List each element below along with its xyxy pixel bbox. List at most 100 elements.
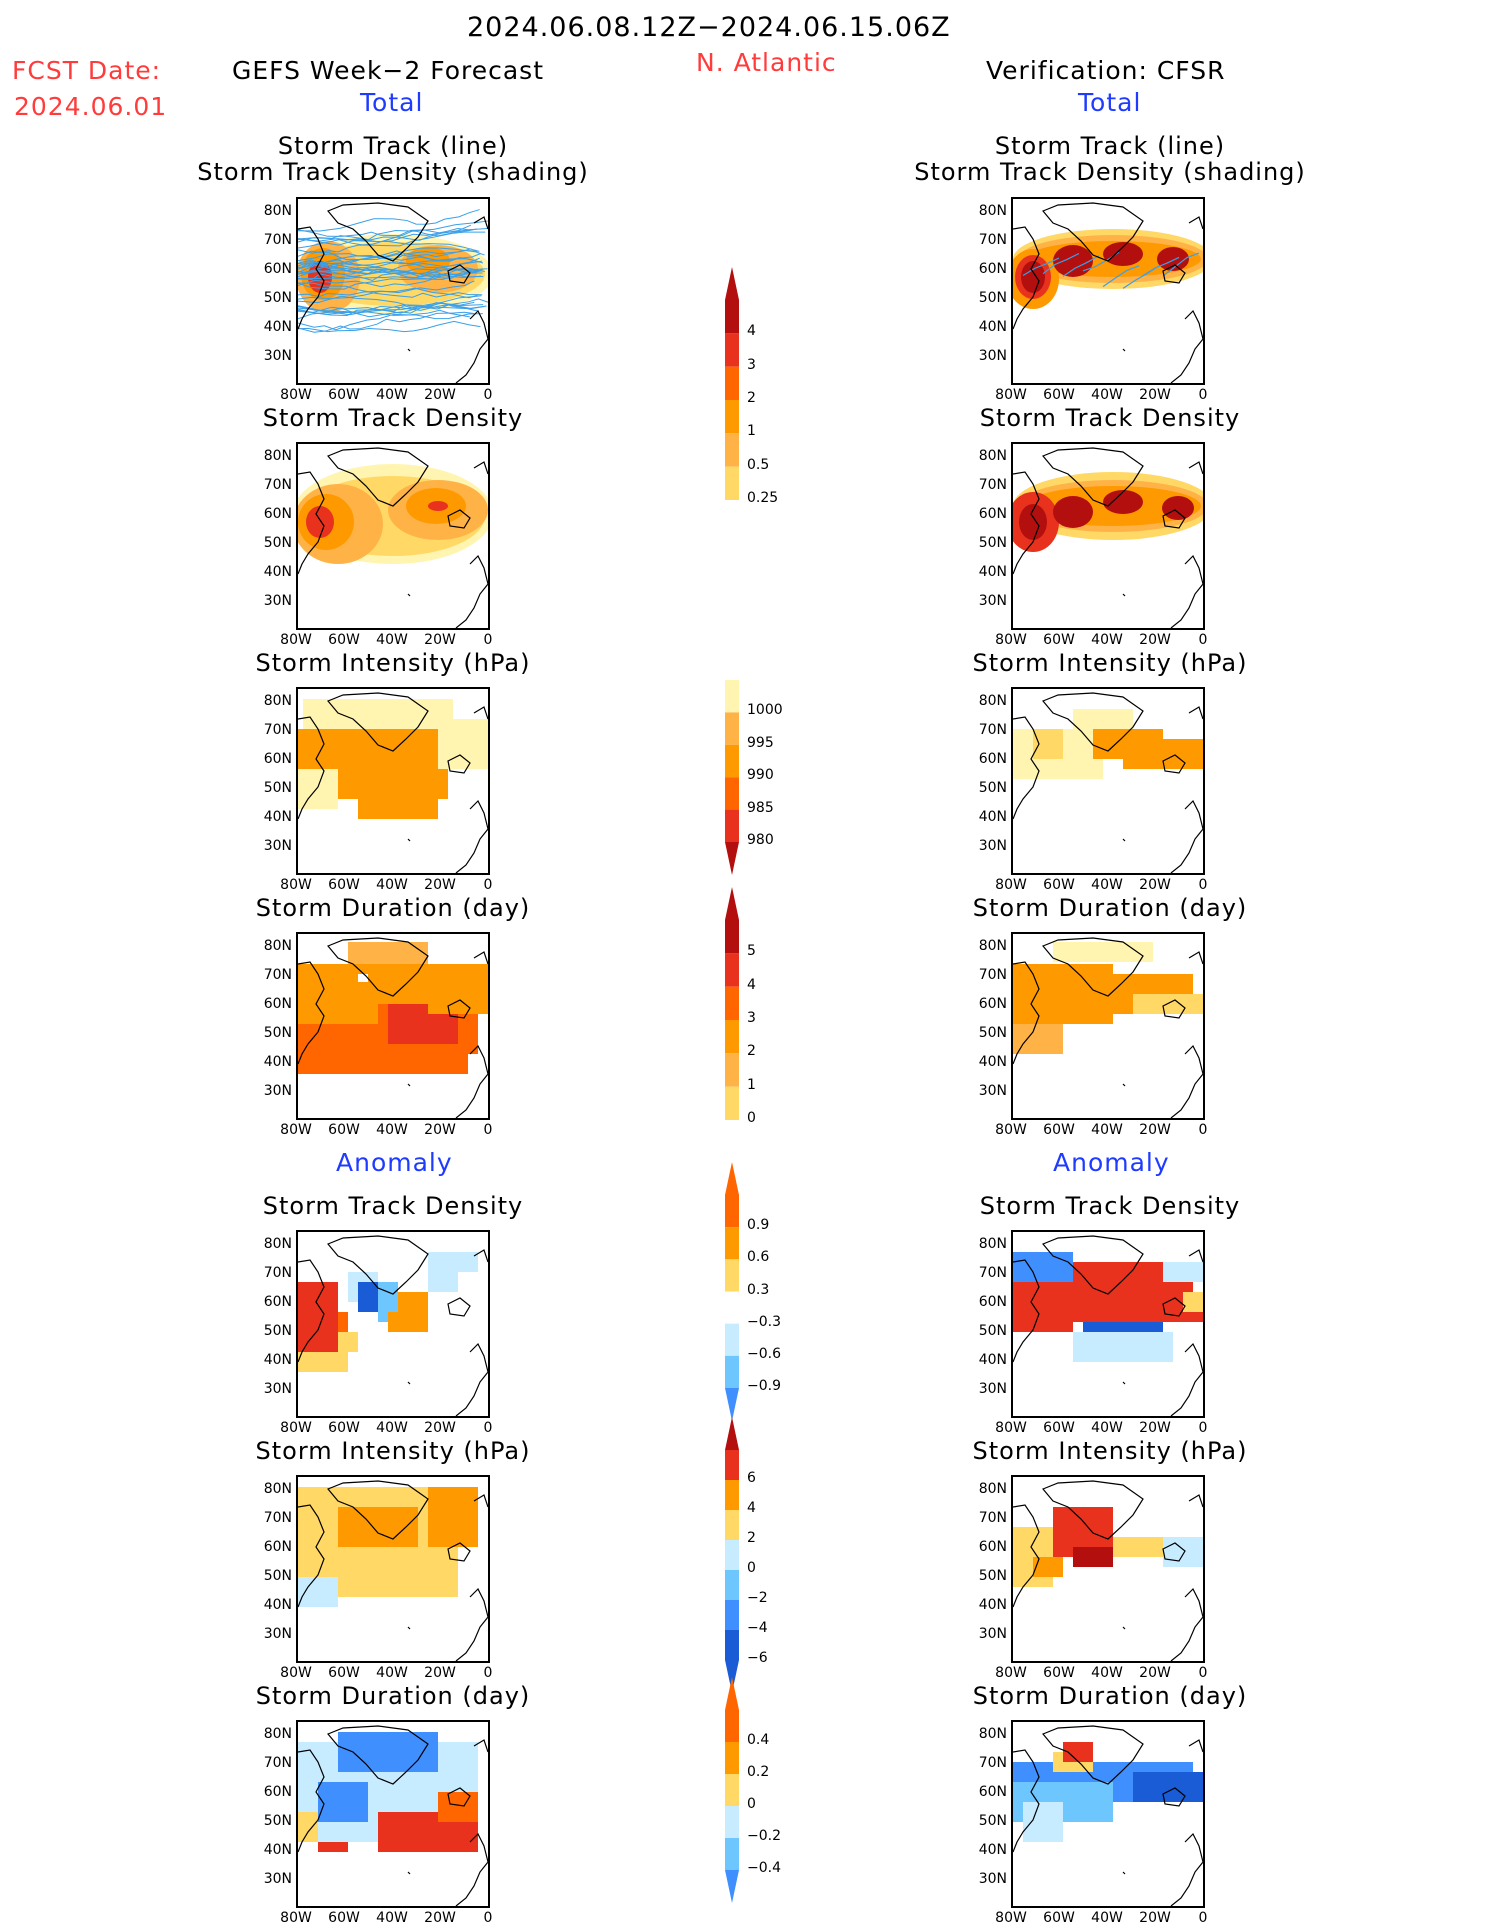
colorbar-swatch bbox=[725, 987, 739, 1020]
colorbar-tick-label: 1000 bbox=[747, 702, 783, 718]
right-anom-intensity-title: Storm Intensity (hPa) bbox=[900, 1437, 1320, 1465]
colorbar-swatch bbox=[725, 367, 739, 400]
coastline bbox=[1189, 1740, 1203, 1752]
colorbar-tick-label: 980 bbox=[747, 832, 774, 848]
colorbar-swatch bbox=[725, 953, 739, 986]
lat-tick-label: 30N bbox=[973, 348, 1007, 364]
colorbar-tick-label: 4 bbox=[747, 1500, 756, 1516]
grid-cell bbox=[448, 1252, 478, 1272]
coastline bbox=[1123, 1872, 1125, 1874]
lon-tick-label: 0 bbox=[468, 1665, 508, 1681]
gefs-map-panel-4 bbox=[296, 1230, 490, 1418]
right-track-line-title: Storm Track (line) bbox=[900, 132, 1320, 160]
lat-tick-label: 30N bbox=[973, 593, 1007, 609]
right-anom-density-title: Storm Track Density bbox=[900, 1192, 1320, 1220]
colorbar-tick-label: 0.3 bbox=[747, 1282, 769, 1298]
colorbar-tick-label: 1 bbox=[747, 1077, 756, 1093]
colorbar-swatch bbox=[725, 680, 739, 712]
colorbar-tick-label: −0.6 bbox=[747, 1346, 781, 1362]
lon-tick-label: 40W bbox=[372, 1665, 412, 1681]
colorbar-swatch bbox=[725, 810, 739, 842]
grid-cell bbox=[298, 1812, 318, 1842]
map-shading bbox=[1013, 689, 1203, 873]
density-blob bbox=[1103, 242, 1143, 266]
grid-cell bbox=[1033, 729, 1063, 759]
gefs-map-panel-6 bbox=[296, 1720, 490, 1908]
left-anom-intensity-title: Storm Intensity (hPa) bbox=[183, 1437, 603, 1465]
lon-tick-label: 0 bbox=[1183, 387, 1223, 403]
lat-tick-label: 60N bbox=[258, 1784, 292, 1800]
region-title: N. Atlantic bbox=[696, 48, 837, 77]
grid-cell bbox=[1123, 739, 1203, 769]
grid-cell bbox=[438, 1792, 478, 1822]
lat-tick-label: 60N bbox=[258, 751, 292, 767]
coastline bbox=[1189, 1250, 1203, 1262]
lon-tick-label: 80W bbox=[276, 1910, 316, 1926]
lat-tick-label: 50N bbox=[973, 780, 1007, 796]
colorbar-tick-label: −2 bbox=[747, 1590, 768, 1606]
lon-tick-label: 80W bbox=[276, 877, 316, 893]
lat-tick-label: 60N bbox=[973, 751, 1007, 767]
coastline bbox=[1171, 1834, 1203, 1906]
colorbar-tick-label: 0.6 bbox=[747, 1249, 769, 1265]
lon-tick-label: 20W bbox=[420, 387, 460, 403]
lon-tick-label: 60W bbox=[324, 1910, 364, 1926]
lon-tick-label: 20W bbox=[420, 1910, 460, 1926]
lon-tick-label: 40W bbox=[372, 1910, 412, 1926]
lat-tick-label: 80N bbox=[258, 1726, 292, 1742]
colorbar-tick-label: 4 bbox=[747, 323, 756, 339]
lon-tick-label: 0 bbox=[1183, 1665, 1223, 1681]
coastline bbox=[408, 1382, 410, 1384]
lon-tick-label: 40W bbox=[1087, 1910, 1127, 1926]
coastline bbox=[456, 556, 488, 628]
colorbar-swatch bbox=[725, 433, 739, 466]
lat-tick-label: 30N bbox=[258, 1381, 292, 1397]
lon-tick-label: 80W bbox=[276, 387, 316, 403]
colorbar-swatch bbox=[725, 1480, 739, 1510]
map-shading bbox=[1013, 1232, 1203, 1416]
colorbar-tick-label: 0.9 bbox=[747, 1217, 769, 1233]
grid-cell bbox=[428, 1487, 478, 1547]
map-shading bbox=[298, 1232, 488, 1416]
left-anomaly-label: Anomaly bbox=[336, 1148, 453, 1177]
lat-tick-label: 60N bbox=[973, 506, 1007, 522]
coastline bbox=[1123, 1627, 1125, 1629]
lat-tick-label: 40N bbox=[258, 1054, 292, 1070]
colorbar-tick-label: −0.4 bbox=[747, 1860, 781, 1876]
grid-cell bbox=[1073, 709, 1133, 729]
coastline bbox=[1189, 462, 1203, 474]
lon-tick-label: 60W bbox=[1039, 877, 1079, 893]
colorbar-swatch bbox=[725, 467, 739, 500]
lon-tick-label: 40W bbox=[372, 1122, 412, 1138]
colorbar-tick-label: −0.2 bbox=[747, 1828, 781, 1844]
grid-cell bbox=[1073, 1332, 1173, 1362]
lon-tick-label: 80W bbox=[991, 1665, 1031, 1681]
right-anomaly-label: Anomaly bbox=[1053, 1148, 1170, 1177]
colorbar-swatch bbox=[725, 1630, 739, 1660]
colorbar-swatch bbox=[725, 1227, 739, 1259]
lat-tick-label: 40N bbox=[258, 1597, 292, 1613]
lat-tick-label: 70N bbox=[258, 232, 292, 248]
lat-tick-label: 70N bbox=[973, 232, 1007, 248]
lat-tick-label: 60N bbox=[973, 1294, 1007, 1310]
lon-tick-label: 0 bbox=[1183, 1122, 1223, 1138]
lat-tick-label: 50N bbox=[973, 1813, 1007, 1829]
colorbar-tick-label: 6 bbox=[747, 1470, 756, 1486]
grid-cell bbox=[1013, 1252, 1073, 1282]
coastline bbox=[1171, 1344, 1203, 1416]
colorbar-swatch bbox=[725, 1020, 739, 1053]
coastline bbox=[456, 1589, 488, 1661]
lat-tick-label: 70N bbox=[258, 967, 292, 983]
colorbar-tick-label: 0.4 bbox=[747, 1732, 769, 1748]
lat-tick-label: 40N bbox=[973, 319, 1007, 335]
right-duration-title: Storm Duration (day) bbox=[900, 894, 1320, 922]
colorbar-swatch bbox=[725, 300, 739, 333]
colorbar-tick-label: 2 bbox=[747, 390, 756, 406]
coastline bbox=[408, 1084, 410, 1086]
lat-tick-label: 70N bbox=[258, 1265, 292, 1281]
colorbar-swatch bbox=[725, 1510, 739, 1540]
coastline bbox=[456, 311, 488, 383]
density-blob bbox=[1053, 245, 1093, 277]
lon-tick-label: 0 bbox=[468, 1420, 508, 1436]
lat-tick-label: 30N bbox=[258, 1871, 292, 1887]
